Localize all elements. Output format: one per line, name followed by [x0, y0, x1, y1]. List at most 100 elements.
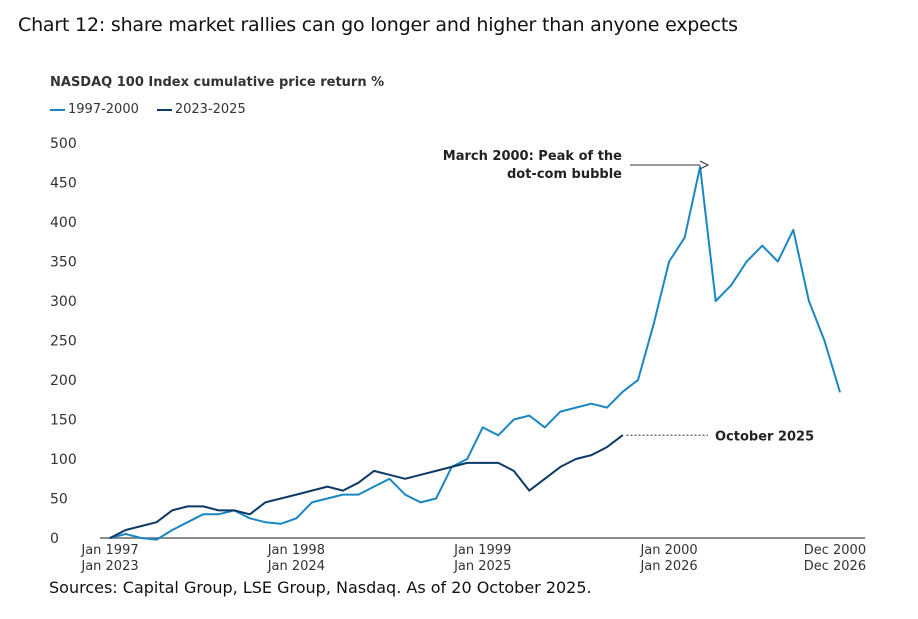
data-point	[559, 410, 562, 413]
data-point	[171, 509, 173, 512]
data-point	[699, 165, 701, 168]
data-point	[248, 513, 251, 516]
legend-label: 2023-2025	[174, 102, 246, 117]
y-tick-label: 500	[50, 136, 77, 152]
arrow-head-icon	[699, 160, 710, 170]
data-point	[528, 489, 531, 492]
annotation-peak: March 2000: Peak of the	[443, 149, 622, 164]
legend: 1997-2000 2023-2025	[50, 102, 246, 117]
data-point	[823, 339, 826, 342]
data-point	[435, 470, 437, 472]
annotation-october-2025: October 2025	[715, 429, 814, 444]
data-point	[481, 462, 484, 464]
series-line-2023-2025	[109, 434, 624, 539]
data-point	[497, 462, 500, 464]
y-tick-label: 300	[50, 294, 77, 310]
data-point	[683, 237, 686, 239]
y-tick-label: 150	[50, 413, 77, 429]
data-point	[404, 477, 406, 480]
data-point	[714, 300, 717, 302]
data-point	[450, 466, 453, 468]
data-point	[621, 434, 624, 437]
data-point	[311, 489, 313, 492]
data-point	[124, 533, 127, 535]
data-point	[621, 391, 624, 393]
data-point	[590, 402, 593, 405]
data-point	[295, 493, 298, 496]
data-point	[528, 414, 531, 417]
y-tick-label: 0	[50, 531, 59, 547]
data-point	[792, 229, 795, 231]
data-point	[202, 513, 204, 516]
data-point	[357, 493, 360, 496]
series-line-1997-2000	[109, 165, 841, 541]
data-point	[590, 454, 593, 456]
data-point	[512, 470, 515, 472]
data-point	[155, 538, 158, 541]
data-point	[481, 426, 484, 429]
data-point	[311, 501, 313, 504]
data-point	[280, 522, 282, 525]
data-point	[155, 521, 158, 523]
source-note: Sources: Capital Group, LSE Group, Nasda…	[49, 578, 592, 597]
data-point	[404, 493, 406, 496]
data-point	[761, 244, 764, 247]
data-point	[419, 474, 422, 476]
data-point	[419, 501, 422, 504]
data-point	[388, 474, 391, 476]
data-point	[248, 517, 251, 520]
y-tick-label: 200	[50, 373, 77, 389]
data-point	[342, 493, 344, 496]
data-point	[326, 497, 329, 500]
data-point	[295, 517, 298, 520]
x-tick-label: Jan 2025	[453, 559, 511, 574]
x-tick-label: Dec 2026	[804, 559, 866, 574]
data-point	[512, 418, 515, 421]
data-point	[357, 481, 360, 484]
data-point	[544, 426, 546, 429]
data-point	[264, 501, 267, 504]
data-point	[280, 497, 282, 500]
data-point	[109, 537, 111, 539]
x-tick-label: Dec 2000	[804, 543, 866, 558]
data-point	[575, 458, 577, 460]
data-point	[140, 537, 142, 539]
data-point	[745, 260, 748, 263]
data-point	[140, 525, 142, 527]
legend-item-2023-2025: 2023-2025	[156, 102, 246, 117]
data-point	[233, 509, 236, 512]
data-point	[606, 446, 608, 448]
y-tick-label: 400	[50, 215, 77, 231]
data-point	[606, 406, 608, 409]
annotation-peak: dot-com bubble	[507, 167, 622, 182]
data-point	[652, 323, 655, 326]
legend-swatch	[50, 108, 65, 111]
x-tick-label: Jan 1997	[80, 543, 138, 558]
data-point	[217, 513, 220, 516]
data-point	[559, 466, 562, 468]
data-point	[839, 391, 841, 393]
data-point	[637, 379, 639, 381]
y-tick-label: 250	[50, 334, 77, 350]
y-tick-label: 450	[50, 176, 77, 192]
chart-title: Chart 12: share market rallies can go lo…	[18, 14, 738, 36]
y-tick-label: 100	[50, 452, 77, 468]
x-tick-label: Jan 2000	[639, 543, 697, 558]
data-point	[466, 458, 468, 460]
data-point	[466, 462, 468, 464]
data-point	[326, 485, 329, 488]
y-tick-label: 50	[50, 492, 68, 508]
data-point	[342, 489, 344, 492]
data-point	[264, 521, 267, 523]
data-point	[373, 470, 375, 472]
chart-subtitle: NASDAQ 100 Index cumulative price return…	[50, 75, 385, 90]
x-tick-label: Jan 1999	[453, 543, 511, 558]
x-tick-label: Jan 1998	[267, 543, 325, 558]
data-point	[186, 505, 189, 508]
data-point	[435, 497, 437, 500]
y-tick-label: 350	[50, 255, 77, 271]
legend-swatch	[156, 108, 172, 111]
data-point	[373, 485, 375, 488]
data-point	[388, 477, 391, 480]
